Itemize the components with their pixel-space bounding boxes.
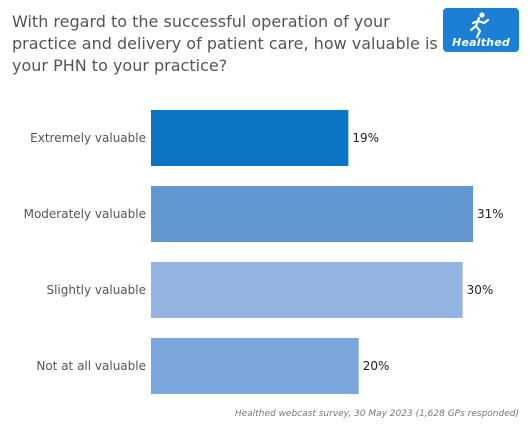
logo-text: Healthed (452, 36, 510, 49)
bar-chart: Extremely valuable 19% Moderately valuable… (24, 110, 504, 394)
source-note: Healthed webcast survey, 30 May 2023 (1,… (234, 409, 519, 419)
bar-slightly-valuable (151, 262, 463, 318)
bar-moderately-valuable (151, 186, 473, 242)
category-label: Slightly valuable (46, 283, 146, 297)
value-label: 19% (352, 131, 379, 145)
bar-not-at-all-valuable (151, 338, 359, 394)
category-label: Moderately valuable (24, 207, 146, 221)
value-label: 31% (477, 207, 504, 221)
bar-extremely-valuable (151, 110, 349, 166)
chart-title: With regard to the successful operation … (12, 12, 438, 75)
value-label: 20% (363, 359, 390, 373)
category-label: Extremely valuable (30, 131, 146, 145)
healthed-logo: Healthed (443, 8, 519, 52)
category-label: Not at all valuable (36, 359, 146, 373)
value-label: 30% (467, 283, 494, 297)
runner-icon (469, 12, 490, 39)
